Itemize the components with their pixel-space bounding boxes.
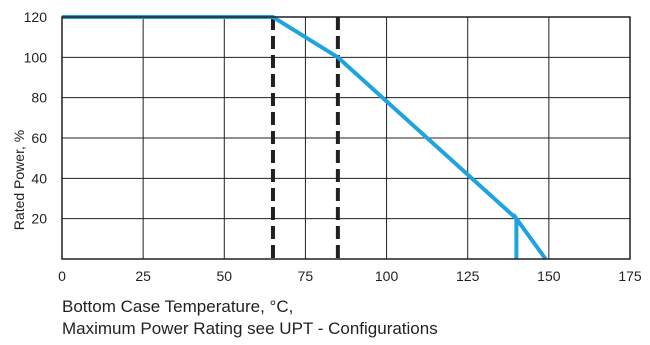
x-tick-label-125: 125 xyxy=(456,268,480,284)
grid xyxy=(62,17,630,259)
y-tick-label-40: 40 xyxy=(31,170,47,186)
y-tick-label-20: 20 xyxy=(31,211,47,227)
x-axis-title-line-2: Maximum Power Rating see UPT - Configura… xyxy=(62,319,438,338)
plot-frame xyxy=(61,16,631,260)
x-tick-label-75: 75 xyxy=(298,268,314,284)
y-tick-label-80: 80 xyxy=(31,90,47,106)
series-layer xyxy=(62,15,548,261)
y-tick-labels: 20 40 60 80 100 120 xyxy=(24,9,48,227)
x-tick-label-150: 150 xyxy=(537,268,561,284)
series-line-0 xyxy=(62,15,548,261)
y-tick-label-60: 60 xyxy=(31,130,47,146)
y-tick-label-100: 100 xyxy=(24,49,48,65)
y-axis-title: Rated Power, % xyxy=(11,130,27,230)
x-tick-label-100: 100 xyxy=(375,268,399,284)
y-tick-label-120: 120 xyxy=(24,9,48,25)
x-tick-label-175: 175 xyxy=(618,268,642,284)
x-tick-label-50: 50 xyxy=(216,268,232,284)
x-tick-labels: 0 25 50 75 100 125 150 175 xyxy=(58,268,642,284)
x-axis-title-line-1: Bottom Case Temperature, °C, xyxy=(62,297,293,316)
x-tick-label-0: 0 xyxy=(58,268,66,284)
x-tick-label-25: 25 xyxy=(135,268,151,284)
